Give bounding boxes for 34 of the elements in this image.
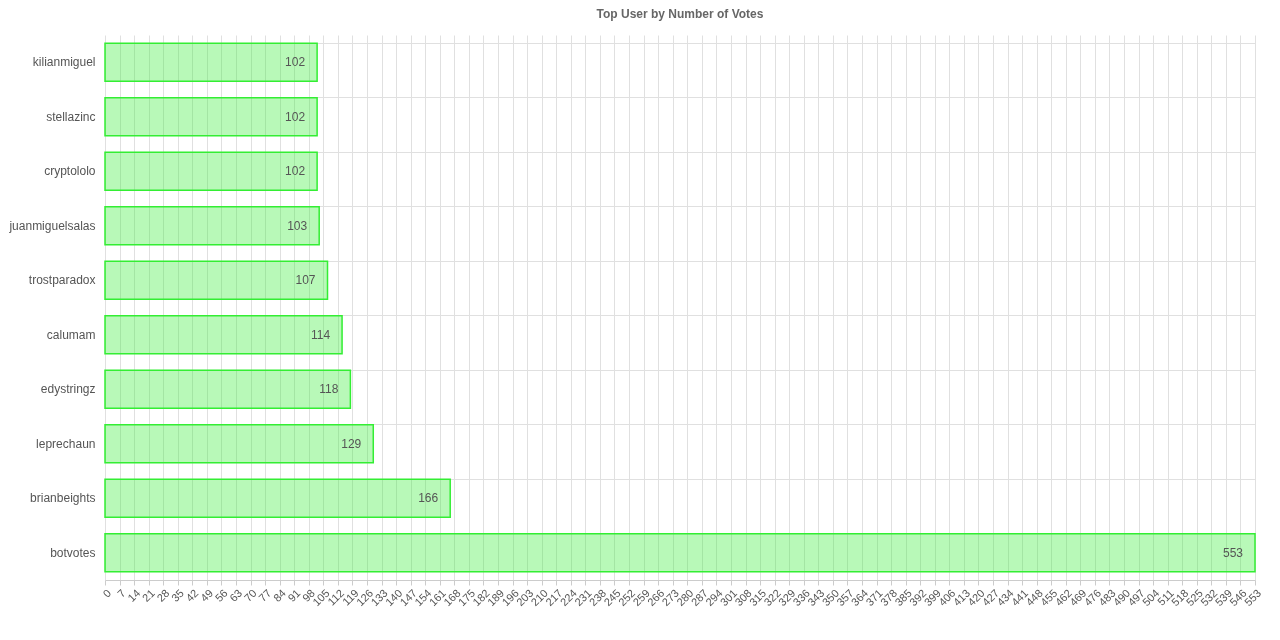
bar — [104, 205, 320, 246]
data-label: 102 — [285, 164, 306, 179]
x-tick-label: 91 — [285, 586, 303, 604]
y-tick-label: leprechaun — [36, 436, 96, 451]
bar — [104, 423, 375, 464]
data-label: 553 — [1222, 545, 1244, 560]
data-label: 166 — [418, 491, 439, 506]
y-tick-label: stellazinc — [46, 109, 96, 124]
y-tick-label: trostparadox — [28, 273, 96, 288]
y-tick-label: botvotes — [50, 545, 96, 560]
data-label: 114 — [310, 327, 331, 342]
y-tick-label: kilianmiguel — [32, 55, 96, 70]
y-tick-label: juanmiguelsalas — [8, 218, 96, 233]
bar — [104, 369, 352, 410]
bar — [104, 96, 318, 137]
data-label: 102 — [285, 109, 306, 124]
bar — [104, 314, 343, 355]
chart-title: Top User by Number of Votes — [596, 7, 764, 21]
bar — [104, 532, 1256, 573]
bar — [104, 42, 318, 83]
data-label: 102 — [285, 55, 306, 70]
data-label: 107 — [295, 273, 316, 288]
bar — [104, 260, 329, 301]
data-label: 118 — [319, 382, 339, 397]
y-tick-label: edystringz — [40, 382, 96, 397]
y-tick-label: cryptololo — [44, 164, 96, 179]
bar — [104, 151, 318, 192]
x-tick-label: 0 — [100, 586, 114, 600]
x-tick-label: 7 — [115, 586, 128, 600]
data-label: 129 — [341, 436, 362, 451]
y-tick-label: calumam — [46, 327, 96, 342]
bar — [104, 478, 451, 519]
data-label: 103 — [287, 218, 308, 233]
y-tick-label: brianbeights — [30, 491, 96, 506]
